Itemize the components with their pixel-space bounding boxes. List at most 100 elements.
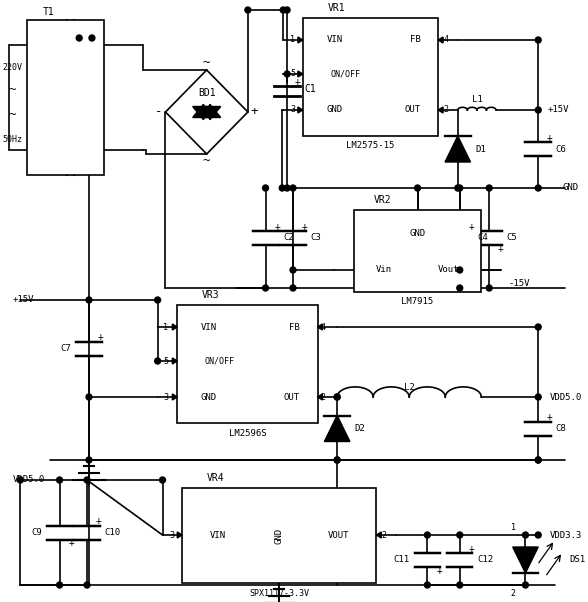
Polygon shape [193,107,210,120]
Circle shape [535,324,541,330]
Circle shape [86,457,92,463]
Circle shape [535,37,541,43]
Text: +: + [547,412,553,423]
Circle shape [457,532,463,538]
Polygon shape [318,394,322,400]
Text: C9: C9 [31,528,42,537]
Text: Vout: Vout [438,265,460,275]
Circle shape [284,71,290,77]
Circle shape [486,285,492,291]
Text: +: + [547,133,553,143]
Circle shape [535,457,541,463]
Text: +: + [436,566,442,576]
Text: C4: C4 [477,234,488,243]
Circle shape [155,297,161,303]
Text: GND: GND [326,105,342,114]
Text: +: + [251,105,259,119]
Circle shape [457,582,463,588]
Text: 2: 2 [510,589,516,598]
Text: 3: 3 [170,530,175,539]
Circle shape [425,532,430,538]
Text: 3: 3 [163,393,168,402]
Text: +: + [469,222,475,232]
Text: C7: C7 [61,344,71,353]
Text: +: + [498,244,504,254]
Text: +15V: +15V [12,296,34,305]
Text: ON/OFF: ON/OFF [205,356,235,365]
Text: C10: C10 [105,528,121,537]
Text: DS1: DS1 [570,556,586,565]
Text: ON/OFF: ON/OFF [330,69,360,78]
Text: C3: C3 [310,234,322,243]
Text: 4: 4 [443,36,449,45]
Text: C6: C6 [556,144,567,154]
Polygon shape [193,104,210,117]
Text: +: + [96,517,102,527]
Polygon shape [203,107,220,120]
Circle shape [76,35,82,41]
Text: C5: C5 [507,234,517,243]
Circle shape [284,185,290,191]
Text: VDD3.3: VDD3.3 [550,530,582,539]
Text: 3: 3 [290,105,296,114]
Circle shape [86,297,92,303]
Circle shape [290,285,296,291]
Text: -15V: -15V [509,279,530,288]
Text: ~: ~ [203,155,211,167]
Text: GND: GND [409,229,426,238]
Polygon shape [203,104,220,117]
Text: VR3: VR3 [202,290,219,300]
Text: C8: C8 [556,424,567,433]
Circle shape [535,532,541,538]
Text: ~: ~ [9,108,16,122]
Text: VR2: VR2 [373,195,391,205]
Text: OUT: OUT [405,105,420,114]
Bar [177,305,318,423]
Polygon shape [172,358,177,364]
Text: VDD5.0: VDD5.0 [550,393,582,402]
Text: BD1: BD1 [198,88,215,98]
Circle shape [89,35,95,41]
Bar [303,18,438,136]
Text: +: + [469,544,475,554]
Text: +: + [302,222,308,232]
Circle shape [457,285,463,291]
Text: VIN: VIN [210,530,226,539]
Circle shape [290,185,296,191]
Text: D1: D1 [476,144,486,154]
Text: 5: 5 [163,356,168,365]
Text: +15V: +15V [548,105,570,114]
Text: 2: 2 [443,105,449,114]
Circle shape [280,7,286,13]
Polygon shape [325,415,350,441]
Circle shape [263,285,269,291]
Circle shape [523,582,529,588]
Text: GND: GND [563,184,579,193]
Text: 1: 1 [163,323,168,332]
Text: FB: FB [289,323,300,332]
Text: T1: T1 [43,7,55,17]
Text: 50Hz: 50Hz [2,135,22,144]
Polygon shape [298,107,303,113]
Text: 2: 2 [321,393,326,402]
Text: L1: L1 [472,96,482,105]
Text: 4: 4 [321,323,326,332]
Polygon shape [172,324,177,330]
Text: VOUT: VOUT [328,530,349,539]
Text: LM2596S: LM2596S [229,429,266,438]
Text: VR4: VR4 [207,473,224,483]
Text: 1: 1 [510,523,516,532]
Text: 5: 5 [290,69,296,78]
Text: OUT: OUT [284,393,300,402]
Circle shape [159,477,165,483]
Circle shape [84,582,90,588]
Polygon shape [177,532,182,538]
Circle shape [457,185,463,191]
Circle shape [334,394,340,400]
Text: ~: ~ [203,57,211,69]
Text: SPX1117-3.3V: SPX1117-3.3V [249,589,309,598]
Text: LM2575-15: LM2575-15 [346,141,395,150]
Polygon shape [298,37,303,43]
Bar [27,20,103,175]
Circle shape [455,185,461,191]
